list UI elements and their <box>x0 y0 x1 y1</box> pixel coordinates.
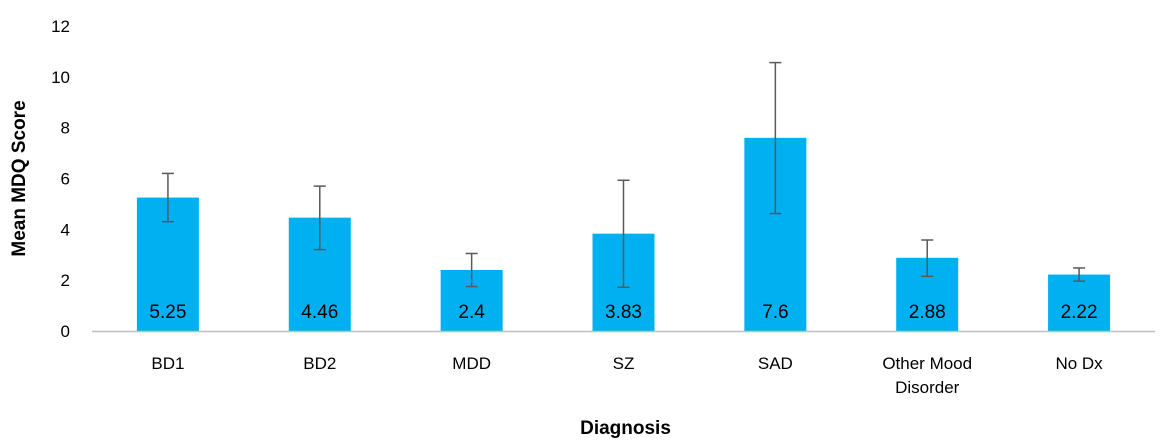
y-axis-title: Mean MDQ Score <box>9 100 30 256</box>
y-tick-label: 4 <box>61 220 70 239</box>
data-label: 5.25 <box>149 302 186 323</box>
x-tick-label: MDD <box>452 354 491 373</box>
data-label: 3.83 <box>605 302 642 323</box>
y-tick-label: 2 <box>61 271 70 290</box>
y-tick-label: 12 <box>51 17 70 36</box>
x-axis-title: Diagnosis <box>580 418 671 439</box>
data-labels: 5.25 4.46 2.4 3.83 7.6 2.88 2.22 <box>149 302 1097 323</box>
data-label: 2.22 <box>1061 302 1098 323</box>
x-tick-label: SAD <box>758 354 793 373</box>
x-tick-label: BD2 <box>303 354 336 373</box>
x-axis-ticks: BD1 BD2 MDD SZ SAD Other Mood Disorder No Dx <box>151 354 1103 397</box>
y-tick-label: 6 <box>61 170 70 189</box>
data-label: 2.88 <box>909 302 946 323</box>
data-label: 2.4 <box>458 302 485 323</box>
data-label: 7.6 <box>762 302 788 323</box>
y-tick-label: 8 <box>61 119 70 138</box>
x-tick-label: SZ <box>613 354 635 373</box>
x-tick-label: BD1 <box>151 354 184 373</box>
data-label: 4.46 <box>301 302 338 323</box>
x-tick-label: No Dx <box>1055 354 1103 373</box>
x-tick-label: Other Mood Disorder <box>882 354 972 397</box>
y-tick-label: 10 <box>51 68 70 87</box>
error-bars <box>161 61 1086 289</box>
bar <box>1048 274 1111 331</box>
y-axis-ticks: 0 2 4 6 8 10 12 <box>51 17 70 341</box>
y-tick-label: 0 <box>61 322 70 341</box>
